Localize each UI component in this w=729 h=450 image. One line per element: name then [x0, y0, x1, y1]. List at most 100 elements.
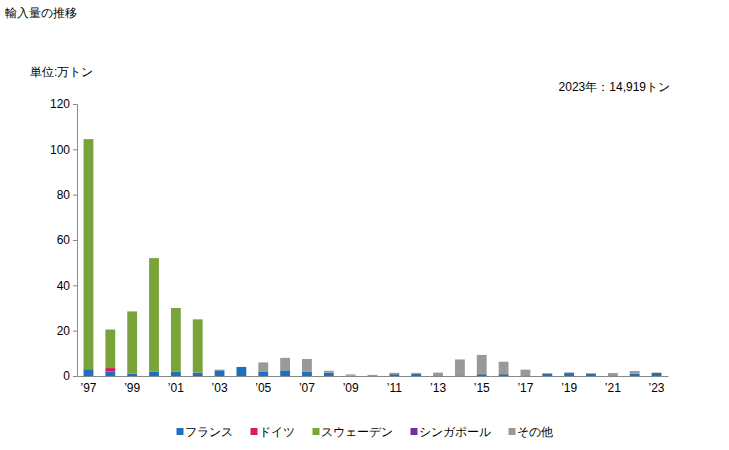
bar — [236, 367, 246, 376]
bar — [236, 366, 246, 367]
annotation: 2023年：14,919トン — [559, 80, 670, 94]
legend-label: ドイツ — [259, 425, 295, 439]
tick: 60 — [57, 233, 77, 247]
legend-item: その他 — [509, 425, 553, 439]
tick-label: ’19 — [561, 381, 577, 395]
bar — [652, 372, 662, 373]
bar — [564, 372, 574, 374]
bar — [586, 374, 596, 376]
legend-item: フランス — [177, 425, 233, 439]
tick-label: ’01 — [168, 381, 184, 395]
tick-label: 120 — [50, 97, 70, 111]
bar — [346, 375, 356, 376]
bar — [127, 311, 137, 312]
bar — [324, 371, 334, 373]
tick-label: ’21 — [605, 381, 621, 395]
tick-mark — [73, 149, 77, 150]
bar — [149, 371, 159, 376]
bar — [280, 358, 290, 370]
tick-label: ’11 — [387, 381, 402, 395]
bar — [542, 373, 552, 374]
tick-label: ’97 — [80, 381, 96, 395]
tick: 80 — [57, 188, 77, 202]
bar — [608, 373, 618, 375]
bar — [171, 308, 181, 309]
bar — [193, 373, 203, 376]
bar — [542, 374, 552, 376]
tick-label: 20 — [57, 324, 71, 338]
tick-mark — [73, 240, 77, 241]
bar — [564, 373, 574, 374]
tick: ’15 — [474, 381, 490, 395]
tick-label: 60 — [57, 233, 71, 247]
tick-mark — [73, 104, 77, 105]
bar — [236, 366, 246, 367]
bar — [564, 373, 574, 376]
bar — [346, 374, 356, 375]
bar — [499, 362, 509, 374]
tick: ’03 — [212, 381, 228, 395]
bar — [105, 368, 115, 371]
legend-item: スウェーデン — [313, 425, 393, 439]
tick: ’13 — [430, 381, 446, 395]
bar — [149, 258, 159, 259]
title: 輸入量の推移 — [5, 6, 77, 20]
legend-label: フランス — [185, 425, 233, 439]
bar — [193, 319, 203, 320]
legend-label: その他 — [517, 425, 553, 439]
tick: ’17 — [517, 381, 533, 395]
legend-label: スウェーデン — [321, 425, 393, 439]
tick-mark — [73, 376, 77, 377]
x-axis: ’97’99’01’03’05’07’09’11’13’15’17’19’21’… — [78, 377, 669, 396]
tick: 120 — [50, 97, 77, 111]
tick: 0 — [63, 369, 77, 383]
tick: ’11 — [387, 381, 402, 395]
legend-swatch — [313, 428, 320, 435]
legend-item: ドイツ — [251, 425, 295, 439]
bar — [215, 370, 225, 371]
tick: ’21 — [605, 381, 621, 395]
bar — [302, 371, 312, 376]
bar — [652, 372, 662, 373]
series — [215, 355, 662, 376]
tick-label: ’05 — [255, 381, 271, 395]
series — [84, 139, 203, 374]
bar — [84, 139, 94, 140]
bar — [368, 376, 378, 377]
legend-label: シンガポール — [419, 425, 491, 439]
bar — [105, 371, 115, 376]
bar — [542, 373, 552, 374]
tick: ’97 — [80, 381, 96, 395]
legend-swatch — [177, 428, 184, 435]
bar — [215, 370, 225, 371]
bar — [302, 359, 312, 371]
tick-label: ’09 — [343, 381, 359, 395]
legend-swatch — [411, 428, 418, 435]
bar — [84, 139, 94, 140]
bar — [368, 376, 378, 377]
bar — [411, 373, 421, 374]
bar — [236, 366, 246, 367]
bar — [586, 373, 596, 374]
tick: ’07 — [299, 381, 315, 395]
bar — [542, 373, 552, 374]
bar — [542, 373, 552, 375]
bar — [389, 373, 399, 374]
bar — [389, 374, 399, 376]
bar — [630, 374, 640, 376]
bar — [389, 374, 399, 375]
bar — [652, 373, 662, 376]
bar — [411, 372, 421, 374]
bar — [171, 371, 181, 376]
tick-label: ’03 — [212, 381, 228, 395]
tick-label: 0 — [63, 369, 70, 383]
bar — [127, 311, 137, 373]
bar — [564, 373, 574, 374]
bar — [411, 374, 421, 376]
tick: ’01 — [168, 381, 184, 395]
bar — [105, 329, 115, 330]
tick-mark — [73, 331, 77, 332]
tick-mark — [73, 285, 77, 286]
bar — [368, 375, 378, 376]
tick-label: ’23 — [649, 381, 665, 395]
